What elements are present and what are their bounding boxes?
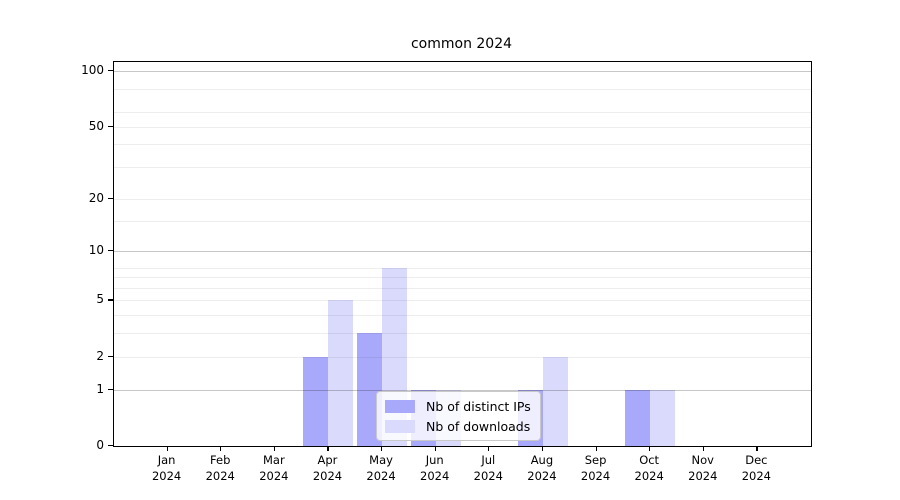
bar-downloads-apr	[328, 300, 354, 446]
legend-label-downloads: Nb of downloads	[426, 418, 531, 434]
x-tick-mark-aug	[541, 446, 544, 451]
x-tick-mark-may	[381, 446, 383, 451]
gridlines-layer	[114, 62, 811, 446]
legend-swatch-downloads	[385, 419, 415, 433]
legend-swatch-distinct-ips	[385, 399, 415, 413]
legend: Nb of distinct IPs Nb of downloads	[376, 391, 541, 441]
gridline-y-50	[114, 126, 811, 128]
x-axis-tick-year: 2024	[473, 468, 503, 483]
y-axis-tick-label-10: 10	[88, 243, 104, 258]
x-tick-mark-feb	[220, 446, 222, 451]
x-axis-tick-label-mar: Mar 2024	[242, 453, 306, 484]
x-tick-mark-dec	[756, 446, 758, 451]
x-axis-tick-year: 2024	[420, 468, 450, 483]
y-tick-mark-50	[108, 125, 113, 127]
x-axis-tick-year: 2024	[527, 468, 557, 483]
y-axis-tick-label-0: 0	[96, 438, 104, 452]
x-tick-mark-jan	[166, 446, 168, 451]
y-axis-tick-label-50: 50	[88, 118, 104, 133]
gridline-y-40	[114, 144, 811, 146]
bar-downloads-oct	[650, 389, 676, 446]
gridline-y-30	[114, 167, 811, 169]
plot-area	[113, 61, 812, 447]
x-axis-tick-label-may: May 2024	[349, 453, 413, 484]
x-tick-mark-apr	[327, 446, 329, 451]
legend-row-distinct-ips: Nb of distinct IPs	[385, 398, 531, 414]
gridline-y-60	[114, 112, 811, 114]
x-axis-tick-year: 2024	[151, 468, 182, 483]
gridline-y-3	[114, 333, 811, 335]
y-tick-mark-10	[108, 250, 113, 252]
x-axis-tick-year: 2024	[259, 468, 289, 483]
y-tick-mark-20	[108, 197, 113, 199]
x-axis-tick-year: 2024	[366, 468, 396, 483]
gridline-y-2	[114, 356, 811, 358]
legend-row-downloads: Nb of downloads	[385, 418, 531, 434]
x-axis-tick-year: 2024	[688, 468, 718, 483]
gridline-y-4	[114, 315, 811, 317]
gridline-y-10	[114, 251, 811, 253]
y-axis-tick-label-20: 20	[88, 190, 104, 205]
y-tick-mark-1	[108, 388, 113, 390]
gridline-y-15	[114, 220, 811, 222]
y-axis-tick-label-1: 1	[96, 381, 104, 396]
y-axis-tick-label-2: 2	[96, 348, 104, 363]
x-axis-tick-label-sep: Sep 2024	[564, 453, 628, 484]
y-tick-mark-100	[108, 70, 113, 72]
x-axis-tick-year: 2024	[205, 468, 235, 483]
bar-distinct-ips-apr	[303, 356, 329, 446]
x-axis-tick-year: 2024	[741, 468, 772, 483]
gridline-y-80	[114, 89, 811, 91]
x-axis-tick-label-dec: Dec 2024	[724, 453, 788, 484]
x-axis-tick-label-jan: Jan 2024	[135, 453, 199, 484]
bar-distinct-ips-oct	[625, 389, 651, 446]
y-tick-mark-0	[108, 445, 113, 447]
x-axis-tick-label-jul: Jul 2024	[456, 453, 520, 484]
gridline-y-1	[114, 389, 811, 391]
gridline-y-20	[114, 198, 811, 200]
legend-label-distinct-ips: Nb of distinct IPs	[426, 398, 531, 414]
bar-downloads-aug	[542, 356, 568, 446]
x-axis-tick-label-jun: Jun 2024	[403, 453, 467, 484]
gridline-y-5	[114, 300, 811, 302]
y-tick-mark-5	[108, 299, 113, 301]
x-axis-tick-year: 2024	[312, 468, 343, 483]
gridline-y-7	[114, 277, 811, 279]
x-tick-mark-oct	[649, 446, 651, 451]
x-tick-mark-nov	[702, 446, 704, 451]
y-axis-tick-label-5: 5	[96, 292, 104, 307]
x-axis-tick-label-aug: Aug 2024	[510, 453, 574, 484]
x-axis-tick-year: 2024	[634, 468, 664, 483]
x-axis-tick-year: 2024	[580, 468, 611, 483]
y-tick-mark-2	[108, 355, 113, 357]
gridline-y-8	[114, 267, 811, 269]
x-tick-mark-jun	[434, 446, 436, 451]
x-axis-tick-label-apr: Apr 2024	[295, 453, 359, 484]
x-tick-mark-mar	[273, 446, 276, 451]
x-axis-tick-label-feb: Feb 2024	[188, 453, 252, 484]
chart-title: common 2024	[410, 36, 513, 52]
x-axis-tick-label-oct: Oct 2024	[617, 453, 681, 484]
gridline-y-100	[114, 71, 811, 73]
y-axis-tick-label-100: 100	[81, 63, 104, 78]
x-tick-mark-sep	[595, 446, 597, 451]
x-tick-mark-jul	[488, 446, 490, 451]
x-axis-tick-label-nov: Nov 2024	[671, 453, 735, 484]
gridline-y-6	[114, 287, 811, 289]
